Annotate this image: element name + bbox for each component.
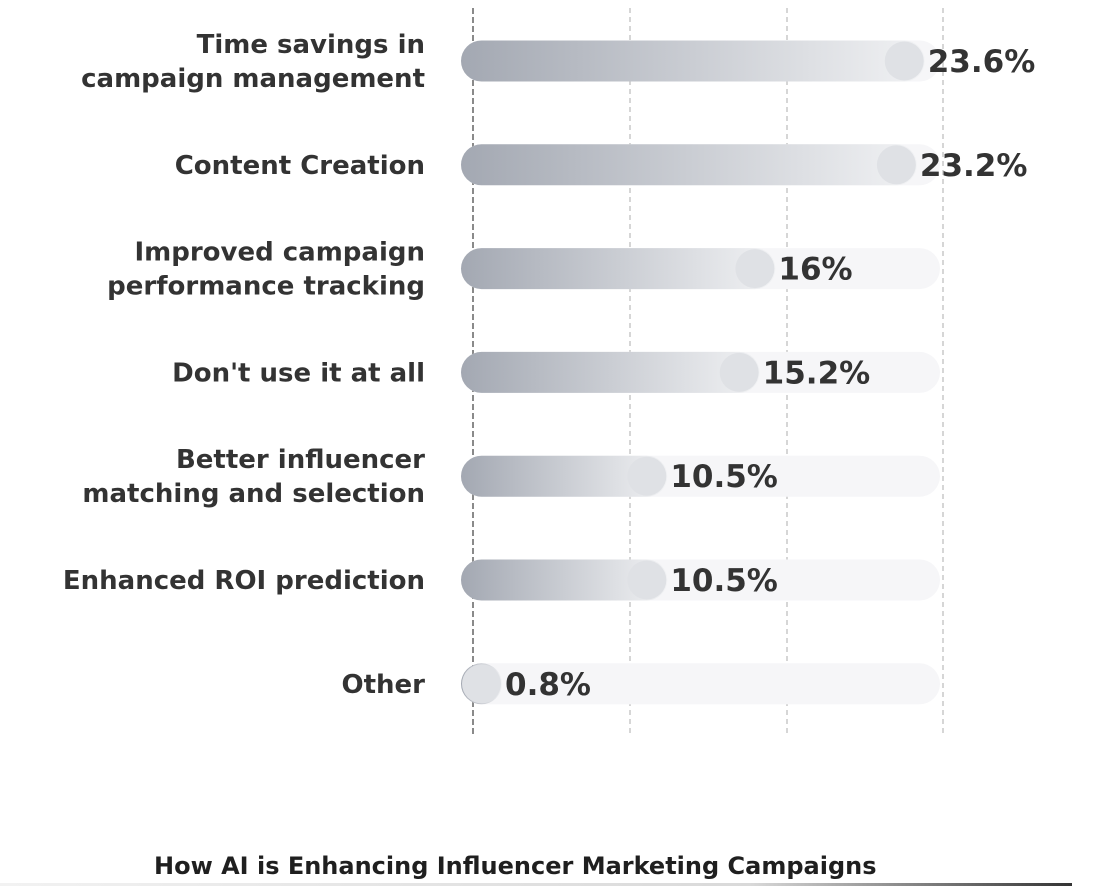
- category-label: Better influencer matching and selection: [82, 445, 425, 509]
- value-label: 15.2%: [763, 355, 871, 391]
- bar-cap: [719, 352, 759, 392]
- value-label: 0.8%: [505, 667, 591, 703]
- category-label: Other: [342, 670, 426, 700]
- bar-row: Better influencer matching and selection 1…: [82, 445, 940, 509]
- bottom-rule: [0, 883, 1072, 886]
- bar-cap: [876, 145, 916, 185]
- category-label: Don't use it at all: [172, 358, 425, 388]
- value-label: 10.5%: [670, 563, 778, 599]
- bar-row: Time savings in campaign management 23.6%: [81, 30, 1035, 94]
- bar-cap: [627, 560, 667, 600]
- bar: [461, 455, 668, 497]
- chart-caption: How AI is Enhancing Influencer Marketing…: [154, 852, 877, 880]
- bar-cap: [735, 249, 775, 289]
- bar-row: Don't use it at all 15.2%: [172, 351, 940, 393]
- value-label: 16%: [778, 252, 852, 288]
- category-label: Improved campaign performance tracking: [107, 238, 425, 302]
- bar-row: Content Creation 23.2%: [175, 144, 1028, 186]
- bar-cap: [462, 664, 501, 704]
- bar: [461, 40, 925, 82]
- category-label: Time savings in campaign management: [81, 30, 425, 94]
- bar-track: [461, 663, 940, 705]
- bar: [461, 559, 668, 601]
- bar-cap: [884, 41, 924, 81]
- bar-row: Enhanced ROI prediction 10.5%: [63, 559, 940, 601]
- category-label: Enhanced ROI prediction: [63, 566, 425, 596]
- bar-cap: [627, 456, 667, 496]
- category-label: Content Creation: [175, 151, 425, 181]
- bar: [461, 351, 760, 393]
- bar-chart: Time savings in campaign management 23.6% C…: [63, 8, 1035, 734]
- value-label: 23.6%: [928, 44, 1036, 80]
- value-label: 23.2%: [920, 148, 1028, 184]
- bars: Time savings in campaign management 23.6% C…: [63, 30, 1035, 705]
- bar: [461, 144, 917, 186]
- bar: [461, 248, 776, 290]
- bar-row: Other 0.8%: [342, 663, 940, 705]
- bar-row: Improved campaign performance tracking 16%: [107, 238, 940, 302]
- value-label: 10.5%: [670, 459, 778, 495]
